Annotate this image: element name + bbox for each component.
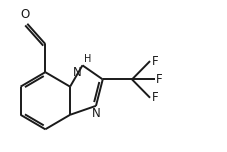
Text: F: F — [156, 73, 162, 86]
Text: H: H — [83, 54, 91, 64]
Text: O: O — [20, 8, 30, 21]
Text: F: F — [151, 91, 158, 104]
Text: F: F — [151, 55, 158, 68]
Text: N: N — [91, 107, 100, 120]
Text: N: N — [73, 66, 82, 79]
